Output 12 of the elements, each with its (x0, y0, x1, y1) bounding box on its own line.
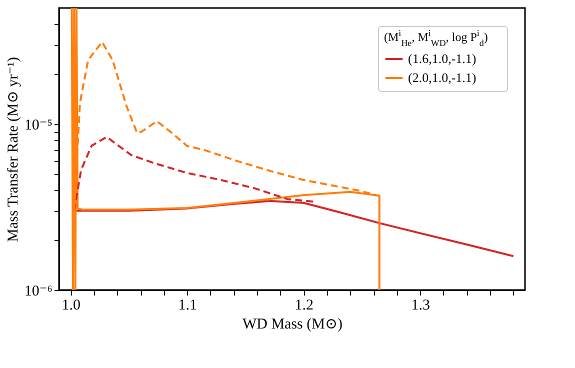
x-tick-label: 1.1 (178, 298, 198, 314)
line-series (70, 8, 380, 290)
y-tick-label: 10⁻⁵ (24, 118, 52, 134)
legend-label: (2.0,1.0,-1.1) (408, 70, 476, 85)
legend-label: (1.6,1.0,-1.1) (408, 51, 476, 66)
y-tick-label: 10⁻⁶ (24, 284, 52, 300)
text: (M$^{i}$$_{He}$, M$^{i}$$_{WD}$, log P$^{i}$$_{d}$) (384, 28, 488, 48)
x-tick-label: 1.2 (294, 298, 314, 314)
y-axis-title: Mass Transfer Rate (M⊙ yr⁻¹) (5, 57, 22, 242)
x-tick-label: 1.3 (411, 298, 430, 314)
x-axis-title: WD Mass (M⊙) (242, 316, 343, 332)
x-tick-label: 1.0 (62, 298, 81, 314)
